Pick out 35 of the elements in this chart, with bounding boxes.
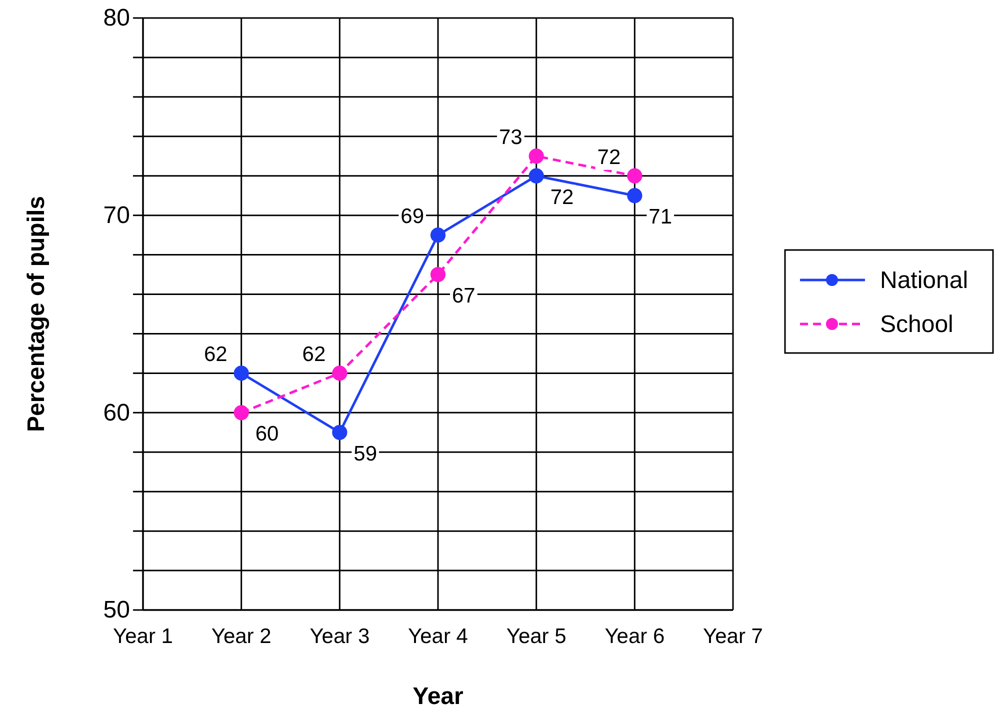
x-tick-label: Year 5: [506, 624, 566, 648]
x-tick-label: Year 2: [211, 624, 272, 648]
x-axis-title: Year: [412, 683, 464, 710]
data-label: 60: [255, 422, 279, 446]
point: [528, 148, 544, 164]
y-tick-label: 70: [103, 202, 130, 230]
y-tick-label: 80: [103, 4, 130, 32]
point: [234, 366, 249, 381]
data-label: 71: [648, 206, 672, 229]
point: [234, 405, 249, 420]
y-tick-label: 60: [103, 399, 130, 426]
point: [627, 188, 642, 204]
data-label: 69: [400, 205, 424, 228]
data-label: 62: [204, 343, 228, 366]
y-axis-title: Percentage of pupils: [23, 196, 50, 432]
point: [528, 168, 544, 184]
legend-label: School: [880, 311, 954, 338]
point: [627, 168, 642, 184]
x-tick-label: Year 3: [310, 624, 370, 648]
data-label: 72: [550, 186, 574, 209]
legend-label: National: [880, 267, 968, 294]
x-tick-label: Year 7: [703, 624, 763, 648]
point: [332, 424, 348, 440]
data-label: 73: [498, 126, 522, 150]
data-label: 72: [597, 146, 621, 169]
point: [430, 266, 446, 282]
x-tick-label: Year 1: [113, 624, 173, 648]
data-label: 67: [452, 284, 476, 308]
point: [430, 228, 446, 243]
x-tick-label: Year 6: [604, 624, 665, 648]
point: [332, 366, 348, 381]
y-tick-label: 50: [103, 596, 130, 624]
x-tick-label: Year 4: [408, 624, 468, 648]
data-label: 59: [354, 442, 378, 466]
data-label: 62: [302, 343, 326, 366]
